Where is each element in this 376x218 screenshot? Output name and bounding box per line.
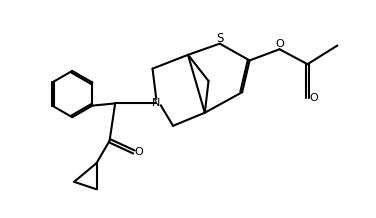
Text: O: O xyxy=(275,39,284,49)
Text: N: N xyxy=(152,98,161,108)
Text: O: O xyxy=(309,93,318,103)
Text: S: S xyxy=(216,32,223,45)
Text: O: O xyxy=(135,147,144,157)
